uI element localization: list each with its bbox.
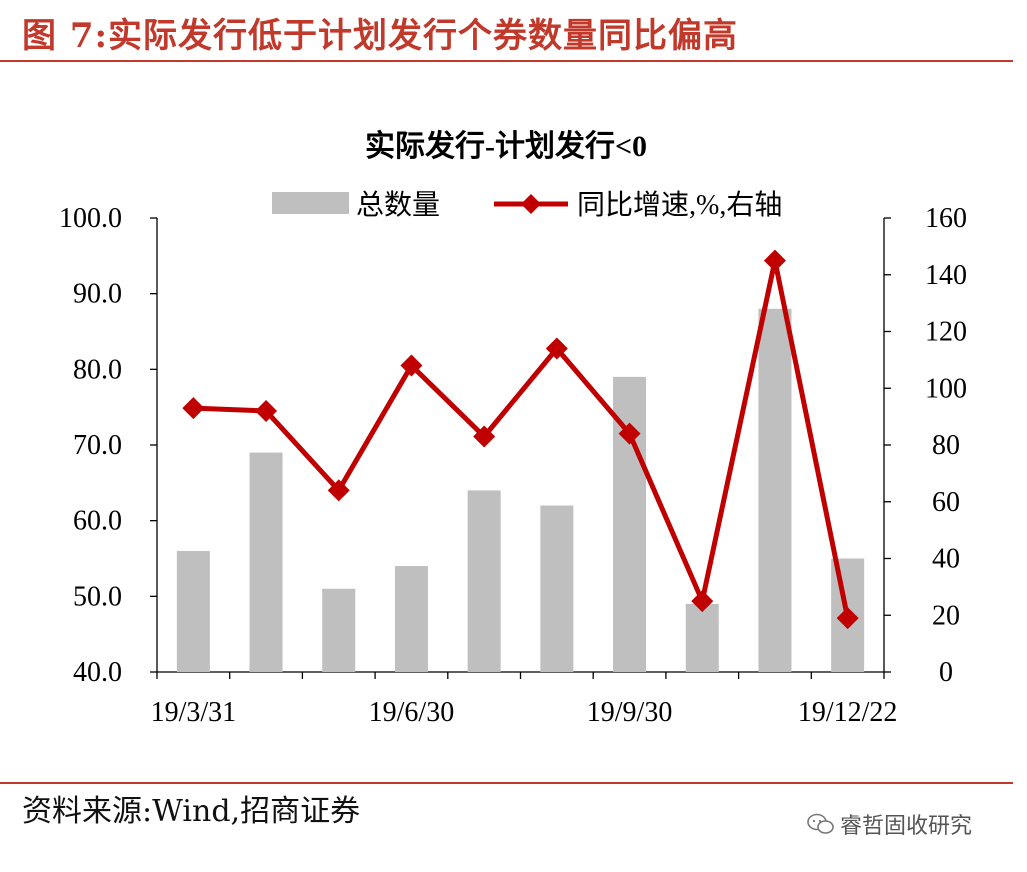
x-axis-tick-label: 19/9/30 <box>587 697 673 728</box>
line-point-marker <box>327 479 350 502</box>
chart-title: 实际发行-计划发行<0 <box>365 129 647 163</box>
left-axis-tick-label: 60.0 <box>73 506 122 537</box>
right-axis-tick-label: 20 <box>932 600 960 631</box>
title-rule <box>0 60 1013 62</box>
x-axis-tick-label: 19/3/31 <box>151 697 237 728</box>
left-axis-tick-label: 50.0 <box>73 581 122 612</box>
line-point-marker <box>836 607 859 630</box>
left-axis-tick-label: 70.0 <box>73 430 122 461</box>
left-axis-tick-label: 80.0 <box>73 354 122 385</box>
bar <box>249 452 283 672</box>
bar <box>467 490 501 672</box>
yoy-growth-line <box>193 258 851 619</box>
x-axis-tick-label: 19/6/30 <box>369 697 455 728</box>
line-point-marker <box>618 422 641 445</box>
legend-bar-swatch <box>272 192 349 214</box>
right-axis-tick-label: 40 <box>932 544 960 575</box>
figure-title: 图 7:实际发行低于计划发行个券数量同比偏高 <box>22 16 739 56</box>
source-rule <box>0 782 1013 784</box>
right-axis-tick-label: 0 <box>939 657 953 688</box>
bar <box>758 308 792 672</box>
watermark-text: 睿哲固收研究 <box>840 814 973 839</box>
right-axis-tick-label: 160 <box>925 203 967 234</box>
left-axis-tick-label: 90.0 <box>73 279 122 310</box>
right-axis-tick-label: 60 <box>932 487 960 518</box>
line-point-marker <box>400 354 423 377</box>
bar <box>394 566 428 672</box>
bar <box>685 603 719 672</box>
right-axis-tick-label: 80 <box>932 430 960 461</box>
wechat-icon <box>806 812 836 842</box>
right-axis-tick-label: 100 <box>925 373 967 404</box>
left-axis-tick-label: 40.0 <box>73 657 122 688</box>
source-note: 资料来源:Wind,招商证券 <box>22 794 361 829</box>
line-point-marker <box>182 397 205 420</box>
bar <box>540 505 574 672</box>
left-axis-tick-label: 100.0 <box>59 203 122 234</box>
line-point-marker <box>763 249 786 272</box>
line-point-marker <box>255 399 278 422</box>
legend-bar-label: 总数量 <box>356 189 440 221</box>
bar <box>322 588 356 672</box>
line-point-marker <box>473 425 496 448</box>
legend-line-label: 同比增速,%,右轴 <box>577 189 782 221</box>
watermark: 睿哲固收研究 <box>806 808 972 842</box>
x-axis-tick-label: 19/12/22 <box>798 697 898 728</box>
line-point-marker <box>545 337 568 360</box>
combo-chart: 实际发行-计划发行<0 总数量 同比增速,%,右轴 40.0 50.0 60.0 70… <box>59 129 967 728</box>
legend-line-marker <box>521 194 541 214</box>
line-point-marker <box>691 590 714 613</box>
bar <box>176 550 210 672</box>
right-axis-tick-label: 120 <box>925 317 967 348</box>
plot-area: 40.0 50.0 60.0 70.0 80.0 90.0 100.0 0 20 40 60 80 10… <box>59 203 967 728</box>
right-axis-tick-label: 140 <box>925 260 967 291</box>
